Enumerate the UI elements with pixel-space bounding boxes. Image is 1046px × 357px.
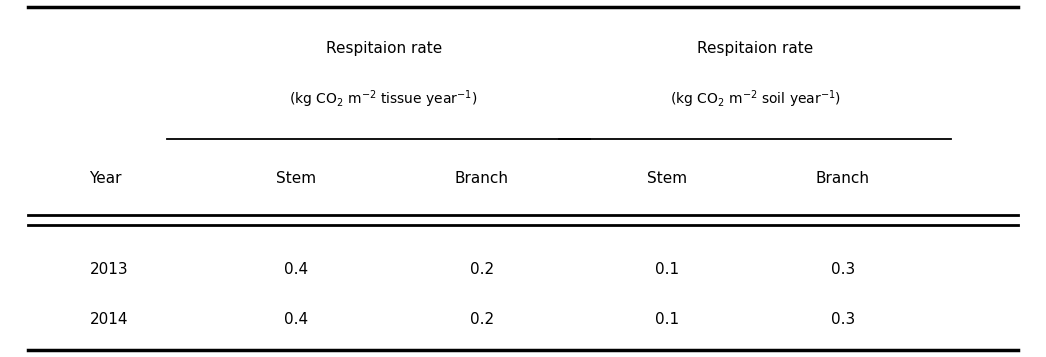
Text: 0.1: 0.1 [656,262,680,277]
Text: Branch: Branch [816,171,870,186]
Text: Branch: Branch [455,171,508,186]
Text: Respitaion rate: Respitaion rate [697,41,814,56]
Text: 2013: 2013 [90,262,129,277]
Text: Stem: Stem [276,171,316,186]
Text: (kg CO$_2$ m$^{-2}$ tissue year$^{-1}$): (kg CO$_2$ m$^{-2}$ tissue year$^{-1}$) [290,89,478,110]
Text: Stem: Stem [647,171,687,186]
Text: 0.3: 0.3 [831,312,855,327]
Text: 0.4: 0.4 [283,262,308,277]
Text: 0.2: 0.2 [470,312,494,327]
Text: Year: Year [90,171,122,186]
Text: 0.4: 0.4 [283,312,308,327]
Text: 2014: 2014 [90,312,128,327]
Text: (kg CO$_2$ m$^{-2}$ soil year$^{-1}$): (kg CO$_2$ m$^{-2}$ soil year$^{-1}$) [669,89,841,110]
Text: Respitaion rate: Respitaion rate [325,41,441,56]
Text: 0.2: 0.2 [470,262,494,277]
Text: 0.3: 0.3 [831,262,855,277]
Text: 0.1: 0.1 [656,312,680,327]
